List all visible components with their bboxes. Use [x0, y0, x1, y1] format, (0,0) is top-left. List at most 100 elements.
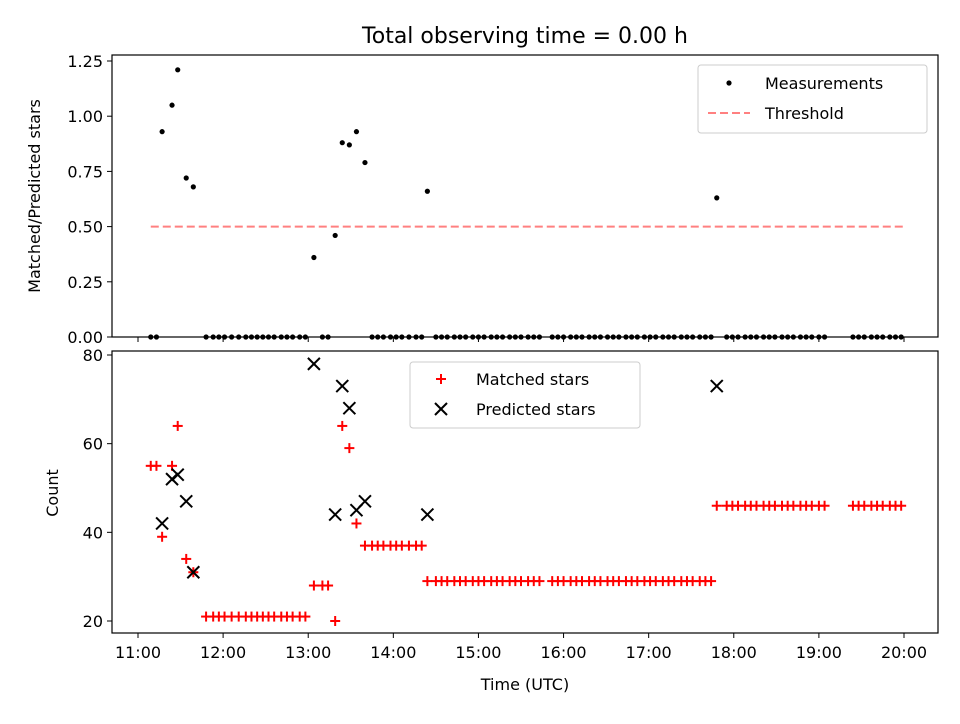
- measurement-point: [353, 129, 360, 135]
- measurement-point: [549, 334, 555, 340]
- chart-title: Total observing time = 0.00 h: [361, 24, 688, 49]
- measurement-point: [536, 334, 543, 340]
- predicted-star-point: [710, 379, 724, 393]
- measurement-point: [629, 334, 635, 340]
- matched-star-point: [896, 500, 907, 511]
- predicted-star-point: [420, 507, 435, 522]
- measurement-point: [850, 334, 856, 340]
- measurement-point: [302, 334, 308, 340]
- measurement-point: [753, 334, 760, 340]
- measurement-point: [592, 334, 598, 340]
- predicted-star-point: [171, 467, 185, 482]
- predicted-star-point: [155, 516, 169, 531]
- measurement-point: [641, 334, 648, 340]
- measurement-point: [438, 334, 445, 340]
- matched-star-point: [151, 460, 162, 471]
- matched-star-point: [819, 500, 830, 511]
- x-axis-label: Time (UTC): [480, 675, 569, 694]
- measurement-point: [874, 334, 880, 340]
- matched-star-point: [323, 580, 334, 591]
- measurement-point: [573, 334, 579, 340]
- measurement-point: [387, 334, 394, 340]
- matched-star-point: [344, 443, 355, 454]
- count-y-tick-label: 20: [83, 612, 103, 631]
- measurement-point: [419, 334, 425, 340]
- measurement-point: [413, 334, 419, 340]
- legend-predicted-marker: [434, 402, 448, 416]
- measurement-point: [375, 334, 381, 340]
- measurement-point: [616, 334, 622, 340]
- measurement-point: [190, 184, 196, 190]
- x-tick-label: 12:00: [200, 643, 246, 662]
- measurement-point: [816, 334, 822, 340]
- measurement-point: [339, 140, 345, 146]
- matched-star-point: [337, 420, 348, 431]
- measurement-point: [451, 334, 457, 340]
- measurement-point: [159, 129, 165, 135]
- matched-star-point: [422, 576, 433, 587]
- measurement-point: [678, 334, 684, 340]
- measurement-point: [821, 334, 828, 340]
- measurement-point: [604, 334, 611, 340]
- count-y-axis-label: Count: [43, 469, 62, 517]
- measurement-point: [271, 334, 277, 340]
- matched-star-point: [172, 420, 183, 431]
- measurement-point: [290, 334, 296, 340]
- measurement-point: [236, 334, 242, 340]
- ratio-y-tick-label: 0.00: [67, 328, 103, 347]
- measurement-point: [148, 334, 154, 340]
- measurement-point: [260, 334, 266, 340]
- x-tick-label: 14:00: [370, 643, 416, 662]
- ratio-y-tick-label: 1.25: [67, 52, 103, 71]
- measurement-point: [555, 334, 561, 340]
- measurement-point: [797, 334, 804, 340]
- measurement-point: [708, 334, 714, 340]
- predicted-star-point: [358, 494, 372, 509]
- measurement-point: [735, 334, 741, 340]
- measurement-point: [898, 334, 904, 340]
- measurement-point: [525, 334, 531, 340]
- x-tick-label: 18:00: [711, 643, 757, 662]
- legend-measurements-label: Measurements: [765, 74, 883, 93]
- measurement-point: [714, 195, 720, 201]
- measurement-point: [243, 334, 249, 340]
- matched-star-point: [157, 531, 168, 542]
- measurement-point: [221, 334, 228, 340]
- ratio-y-tick-label: 0.25: [67, 273, 103, 292]
- measurement-point: [724, 334, 730, 340]
- measurement-point: [531, 334, 537, 340]
- x-tick-label: 15:00: [455, 643, 501, 662]
- measurement-point: [785, 334, 791, 340]
- measurement-point: [278, 334, 284, 340]
- measurement-point: [748, 334, 754, 340]
- legend-threshold-label: Threshold: [764, 104, 844, 123]
- measurement-point: [481, 334, 487, 340]
- measurement-point: [444, 334, 450, 340]
- x-tick-label: 16:00: [541, 643, 587, 662]
- measurement-point: [325, 334, 331, 340]
- measurement-point: [766, 334, 772, 340]
- measurement-point: [248, 334, 255, 340]
- measurement-point: [887, 334, 893, 340]
- ratio-plot-frame: [111, 54, 939, 338]
- predicted-star-point: [328, 507, 342, 522]
- measurement-point: [265, 334, 272, 340]
- measurement-point: [175, 67, 181, 73]
- measurement-point: [319, 334, 326, 340]
- measurement-point: [380, 334, 387, 340]
- measurement-point: [868, 334, 874, 340]
- measurement-point: [560, 334, 567, 340]
- measurement-point: [406, 334, 412, 340]
- measurement-point: [702, 334, 709, 340]
- measurement-point: [653, 334, 659, 340]
- x-tick-label: 20:00: [881, 643, 927, 662]
- x-tick-label: 17:00: [626, 643, 672, 662]
- measurement-point: [393, 334, 399, 340]
- ratio-panel: 0.00 0.25 0.50 0.75 1.00 1.25 Matched/Predict…: [25, 52, 939, 347]
- measurement-point: [284, 334, 290, 340]
- ratio-y-tick-label: 1.00: [67, 107, 103, 126]
- measurement-point: [311, 254, 317, 261]
- measurement-point: [346, 142, 352, 148]
- measurement-point: [772, 334, 778, 340]
